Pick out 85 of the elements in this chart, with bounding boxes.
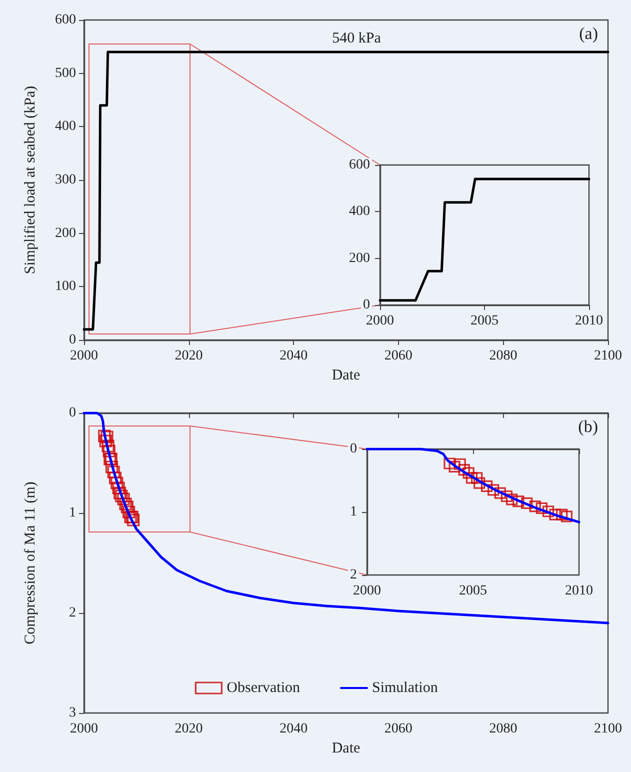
x-axis-title: Date [332, 740, 360, 756]
x-tick-label: 2060 [384, 722, 412, 736]
y-tick-label: 300 [55, 172, 76, 188]
x-tick-label: 2060 [384, 348, 412, 364]
y-tick-label: 500 [55, 66, 76, 81]
x-axis-title: Date [332, 368, 360, 384]
point [529, 500, 541, 512]
x-tick-label: 2040 [280, 722, 308, 736]
point [107, 466, 120, 478]
annotation: (b) [578, 417, 598, 436]
y-tick-label: 1 [350, 504, 357, 520]
x-tick-label: 2100 [594, 722, 622, 736]
point [542, 506, 554, 518]
legend-label: Simulation [372, 680, 438, 696]
point [100, 430, 114, 444]
y-axis-title: Simplified load at seabed (kPa) [22, 86, 38, 274]
x-tick-label: 2010 [575, 314, 603, 328]
point [115, 490, 128, 502]
x-tick-label: 2020 [174, 722, 203, 736]
point [119, 498, 132, 510]
point [108, 472, 122, 484]
point [494, 487, 506, 499]
y-tick-label: 0 [350, 442, 357, 456]
point [536, 502, 548, 514]
point [444, 458, 456, 470]
point [521, 497, 533, 509]
point [556, 508, 568, 520]
y-axis-title: Compression of Ma 11 (m) [22, 482, 38, 644]
point [512, 495, 524, 508]
y-tick-label: 200 [349, 250, 370, 266]
point [474, 477, 486, 489]
y-tick-label: 0 [363, 298, 370, 312]
x-tick-label: 2000 [70, 348, 98, 364]
y-tick-label: 0 [69, 332, 76, 348]
point [488, 484, 500, 496]
y-tick-label: 100 [55, 279, 76, 294]
point [549, 508, 561, 520]
y-tick-label: 2 [69, 606, 76, 620]
annotation: (a) [579, 24, 598, 43]
y-tick-label: 1 [69, 506, 76, 520]
y-tick-label: 400 [349, 204, 370, 220]
point [458, 464, 470, 476]
point [98, 430, 111, 442]
line-series [378, 178, 590, 302]
point [127, 514, 140, 526]
x-tick-label: 2020 [174, 348, 203, 364]
annotation: 540 kPa [332, 30, 382, 46]
x-tick-label: 2005 [470, 314, 498, 328]
point [454, 458, 466, 470]
x-tick-label: 2100 [594, 348, 622, 364]
point [480, 480, 493, 492]
x-tick-label: 2000 [353, 584, 381, 598]
line-series [82, 50, 610, 331]
y-tick-label: 600 [349, 158, 370, 172]
point [560, 510, 573, 522]
point [102, 444, 116, 458]
x-tick-label: 2080 [489, 722, 518, 736]
y-tick-label: 3 [69, 706, 76, 720]
x-tick-label: 2005 [459, 584, 487, 598]
x-tick-label: 2040 [280, 348, 308, 364]
point [102, 440, 114, 452]
point [471, 472, 483, 484]
point [113, 486, 126, 500]
y-tick-label: 0 [69, 406, 76, 420]
point [448, 460, 460, 472]
point [120, 500, 134, 514]
point [99, 434, 112, 448]
point [110, 476, 124, 490]
y-tick-label: 600 [55, 12, 76, 28]
x-tick-label: 2000 [366, 314, 394, 328]
y-tick-label: 200 [55, 226, 76, 241]
x-tick-label: 2000 [70, 722, 98, 736]
point [506, 494, 518, 506]
point [112, 482, 125, 494]
point [500, 490, 513, 502]
y-tick-label: 400 [55, 119, 76, 134]
point [105, 460, 118, 474]
y-tick-label: 2 [350, 568, 357, 582]
point [466, 472, 478, 484]
point [117, 492, 130, 506]
legend-label: Observation [226, 680, 300, 696]
x-tick-label: 2010 [565, 584, 593, 598]
point [122, 506, 136, 518]
x-tick-label: 2080 [489, 348, 518, 364]
point [462, 467, 474, 479]
